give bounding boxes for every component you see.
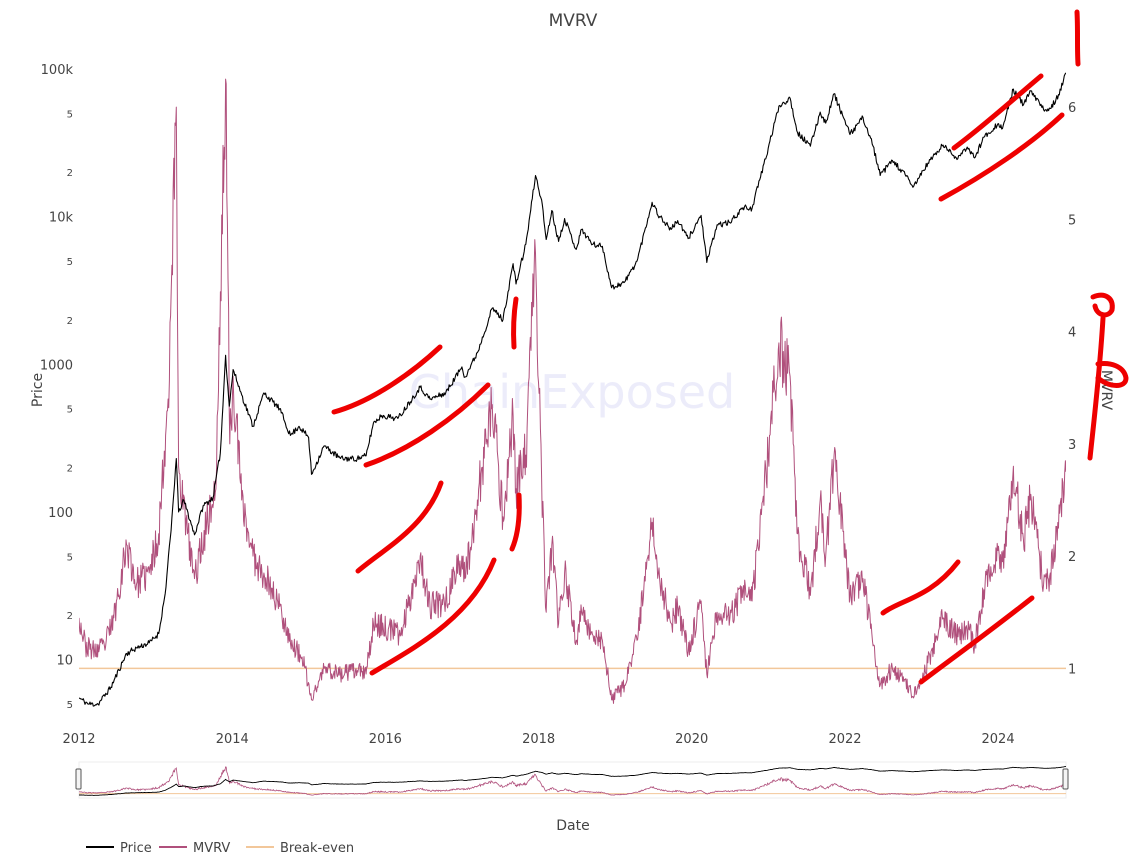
x-tick-label: 2012	[62, 732, 95, 747]
x-tick-label: 2020	[675, 732, 708, 747]
chart-title: MVRV	[549, 11, 598, 31]
range-slider-plot	[79, 766, 1066, 796]
y-left-minor-tick-label: 5	[67, 700, 73, 711]
x-tick-label: 2016	[369, 732, 402, 747]
annotation-marker-stroke	[509, 492, 522, 552]
annotation-marker-stroke	[331, 344, 443, 415]
series-mvrv-line	[79, 78, 1066, 704]
y-left-minor-tick-label: 5	[67, 257, 73, 268]
y-left-tick-label: 100k	[41, 63, 74, 78]
y-right-tick-label: 2	[1068, 550, 1076, 565]
annotation-marker-stroke	[1087, 315, 1106, 461]
y-left-minor-tick-label: 2	[67, 316, 73, 327]
annotation-marker-stroke	[1095, 361, 1129, 388]
x-tick-label: 2022	[828, 732, 861, 747]
slider-price-line	[79, 766, 1066, 796]
annotation-marker-stroke	[880, 559, 961, 616]
x-axis-title: Date	[556, 818, 589, 834]
annotation-marker-stroke	[1074, 9, 1081, 67]
annotation-marker-stroke	[951, 73, 1044, 151]
series-price-line	[79, 72, 1066, 707]
legend-label: Price	[120, 841, 152, 856]
annotation-marker-stroke	[938, 112, 1065, 202]
range-slider-handle-right[interactable]	[1062, 768, 1069, 790]
y-left-minor-tick-label: 2	[67, 464, 73, 475]
annotation-marker-stroke	[1090, 292, 1115, 318]
annotation-marker-stroke	[363, 382, 491, 468]
annotation-marker-stroke	[355, 480, 444, 574]
y-left-minor-tick-label: 2	[67, 168, 73, 179]
annotation-marker-stroke	[511, 296, 519, 350]
legend-item[interactable]: Price	[86, 841, 152, 856]
y-left-tick-label: 100	[48, 506, 73, 521]
y-left-tick-label: 10	[56, 654, 73, 669]
annotation-marker-stroke	[369, 557, 497, 676]
y-left-tick-label: 10k	[49, 211, 74, 226]
y-left-tick-label: 1000	[40, 358, 73, 373]
y-left-minor-tick-label: 5	[67, 552, 73, 563]
legend-label: Break-even	[280, 841, 354, 856]
y-right-tick-label: 5	[1068, 213, 1076, 228]
legend-item[interactable]: Break-even	[246, 841, 354, 856]
y-right-tick-label: 4	[1068, 326, 1076, 341]
y-left-minor-tick-label: 5	[67, 405, 73, 416]
legend-item[interactable]: MVRV	[159, 841, 230, 856]
legend-label: MVRV	[193, 841, 230, 856]
y-left-axis-title: Price	[30, 373, 46, 407]
y-left-minor-tick-label: 2	[67, 611, 73, 622]
range-slider-handle-left[interactable]	[75, 768, 82, 790]
slider-mvrv-line	[79, 766, 1066, 796]
annotation-marker-stroke	[918, 595, 1035, 685]
y-right-tick-label: 3	[1068, 438, 1076, 453]
x-tick-label: 2018	[522, 732, 555, 747]
y-left-minor-tick-label: 5	[67, 109, 73, 120]
y-right-tick-label: 1	[1068, 662, 1076, 677]
y-right-tick-label: 6	[1068, 101, 1076, 116]
x-tick-label: 2024	[982, 732, 1015, 747]
x-tick-label: 2014	[216, 732, 249, 747]
